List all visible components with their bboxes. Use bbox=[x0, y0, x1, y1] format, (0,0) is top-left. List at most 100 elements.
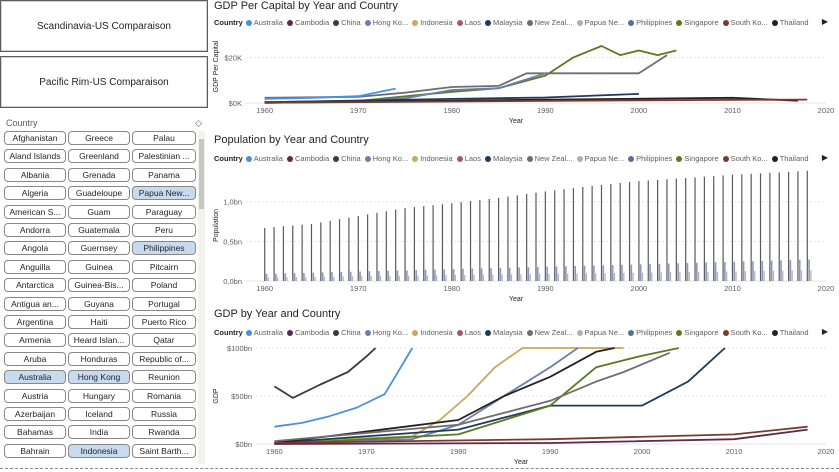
country-chip[interactable]: Romania bbox=[132, 388, 196, 403]
country-chip[interactable]: Portugal bbox=[132, 296, 196, 311]
country-chip[interactable]: Haiti bbox=[68, 315, 130, 329]
country-chip[interactable]: Bahrain bbox=[4, 443, 66, 458]
legend-item[interactable]: Malaysia bbox=[484, 154, 523, 163]
legend-item[interactable]: Papua Ne... bbox=[576, 154, 624, 163]
legend-item[interactable]: Philippines bbox=[628, 154, 672, 163]
country-chip[interactable]: Guatemala bbox=[68, 223, 130, 237]
country-chip[interactable]: Heard Islan... bbox=[68, 333, 130, 348]
country-chip[interactable]: Antigua an... bbox=[4, 296, 66, 311]
country-chip[interactable]: Pitcairn bbox=[132, 259, 196, 274]
country-chip[interactable]: Guam bbox=[68, 204, 130, 219]
country-chip[interactable]: Andorra bbox=[4, 223, 66, 237]
legend-item[interactable]: Cambodia bbox=[286, 328, 329, 337]
country-chip[interactable]: Antarctica bbox=[4, 278, 66, 293]
legend-item[interactable]: Australia bbox=[245, 154, 283, 163]
country-chip[interactable]: Australia bbox=[4, 370, 66, 385]
country-chip[interactable]: India bbox=[68, 425, 130, 440]
legend-item[interactable]: Indonesia bbox=[412, 18, 453, 27]
legend-item[interactable]: South Ko... bbox=[722, 18, 768, 27]
legend-item[interactable]: Hong Ko... bbox=[364, 18, 408, 27]
country-chip[interactable]: Albania bbox=[4, 167, 66, 182]
legend-item[interactable]: Laos bbox=[456, 18, 481, 27]
country-chip[interactable]: American S... bbox=[4, 204, 66, 219]
legend-item[interactable]: Indonesia bbox=[412, 328, 453, 337]
country-chip[interactable]: Guinea bbox=[68, 259, 130, 274]
legend-item[interactable]: New Zeal... bbox=[526, 154, 573, 163]
legend-item[interactable]: Singapore bbox=[676, 154, 719, 163]
legend-item[interactable]: Thailand bbox=[771, 154, 809, 163]
country-chip[interactable]: Aruba bbox=[4, 351, 66, 366]
country-chip[interactable]: Argentina bbox=[4, 315, 66, 329]
legend-item[interactable]: New Zeal... bbox=[526, 18, 573, 27]
country-chip[interactable]: Republic of... bbox=[132, 351, 196, 366]
country-chip[interactable]: Poland bbox=[132, 278, 196, 293]
legend-item[interactable]: Singapore bbox=[676, 18, 719, 27]
country-chip[interactable]: Afghanistan bbox=[4, 131, 66, 145]
legend-item[interactable]: Papua Ne... bbox=[576, 18, 624, 27]
legend-item[interactable]: Malaysia bbox=[484, 18, 523, 27]
country-chip[interactable]: Reunion bbox=[132, 370, 196, 385]
country-chip[interactable]: Algeria bbox=[4, 186, 66, 201]
legend-item[interactable]: Indonesia bbox=[412, 154, 453, 163]
legend-item[interactable]: Hong Ko... bbox=[364, 328, 408, 337]
legend-item[interactable]: Cambodia bbox=[286, 18, 329, 27]
country-chip[interactable]: Puerto Rico bbox=[132, 315, 196, 329]
legend-item[interactable]: China bbox=[333, 154, 361, 163]
country-chip[interactable]: Anguilla bbox=[4, 259, 66, 274]
country-chip[interactable]: Austria bbox=[4, 388, 66, 403]
legend-item[interactable]: Laos bbox=[456, 328, 481, 337]
legend-item[interactable]: Laos bbox=[456, 154, 481, 163]
legend-item[interactable]: Thailand bbox=[771, 18, 809, 27]
country-chip[interactable]: Palau bbox=[132, 131, 196, 145]
legend-item[interactable]: Philippines bbox=[628, 328, 672, 337]
legend-item[interactable]: China bbox=[333, 18, 361, 27]
eraser-icon[interactable]: ◇ bbox=[195, 118, 202, 128]
country-chip[interactable]: Honduras bbox=[68, 351, 130, 366]
country-chip[interactable]: Russia bbox=[132, 407, 196, 421]
legend-item[interactable]: Singapore bbox=[676, 328, 719, 337]
country-chip[interactable]: Greece bbox=[68, 131, 130, 145]
legend-item[interactable]: South Ko... bbox=[722, 154, 768, 163]
country-chip[interactable]: Qatar bbox=[132, 333, 196, 348]
country-chip[interactable]: Indonesia bbox=[68, 443, 130, 458]
country-chip[interactable]: Philippines bbox=[132, 241, 196, 256]
country-chip[interactable]: Guinea-Bis... bbox=[68, 278, 130, 293]
country-chip[interactable]: Greenland bbox=[68, 149, 130, 164]
legend-item[interactable]: Malaysia bbox=[484, 328, 523, 337]
pacific-rim-comparison-button[interactable]: Pacific Rim-US Comparaison bbox=[0, 56, 208, 108]
legend-item[interactable]: Thailand bbox=[771, 328, 809, 337]
country-chip[interactable]: Grenada bbox=[68, 167, 130, 182]
chevron-right-icon[interactable]: ▶ bbox=[821, 153, 828, 162]
legend-item[interactable]: China bbox=[333, 328, 361, 337]
country-chip[interactable]: Azerbaijan bbox=[4, 407, 66, 421]
country-chip[interactable]: Papua New... bbox=[132, 186, 196, 201]
country-chip[interactable]: Hong Kong bbox=[68, 370, 130, 385]
legend-item[interactable]: South Ko... bbox=[722, 328, 768, 337]
country-chip[interactable]: Guadeloupe bbox=[68, 186, 130, 201]
country-chip[interactable]: Rwanda bbox=[132, 425, 196, 440]
legend-item[interactable]: Cambodia bbox=[286, 154, 329, 163]
legend-item[interactable]: Australia bbox=[245, 328, 283, 337]
country-chip[interactable]: Angola bbox=[4, 241, 66, 256]
country-chip[interactable]: Iceland bbox=[68, 407, 130, 421]
country-chip[interactable]: Palestinian ... bbox=[132, 149, 196, 164]
legend-item[interactable]: Philippines bbox=[628, 18, 672, 27]
legend-item[interactable]: Australia bbox=[245, 18, 283, 27]
country-chip[interactable]: Peru bbox=[132, 223, 196, 237]
slicer-scrollbar[interactable] bbox=[198, 131, 205, 464]
country-chip[interactable]: Panama bbox=[132, 167, 196, 182]
legend-item[interactable]: Papua Ne... bbox=[576, 328, 624, 337]
country-chip[interactable]: Armenia bbox=[4, 333, 66, 348]
country-chip[interactable]: Saint Barth... bbox=[132, 443, 196, 458]
legend-item[interactable]: Hong Ko... bbox=[364, 154, 408, 163]
country-chip[interactable]: Guernsey bbox=[68, 241, 130, 256]
country-chip[interactable]: Bahamas bbox=[4, 425, 66, 440]
chevron-right-icon[interactable]: ▶ bbox=[821, 327, 828, 336]
scandinavia-comparison-button[interactable]: Scandinavia-US Comparaison bbox=[0, 0, 208, 52]
chevron-right-icon[interactable]: ▶ bbox=[821, 17, 828, 26]
slicer-scrollbar-thumb[interactable] bbox=[199, 139, 204, 209]
country-chip[interactable]: Aland Islands bbox=[4, 149, 66, 164]
country-chip[interactable]: Hungary bbox=[68, 388, 130, 403]
country-chip[interactable]: Guyana bbox=[68, 296, 130, 311]
country-chip[interactable]: Paraguay bbox=[132, 204, 196, 219]
